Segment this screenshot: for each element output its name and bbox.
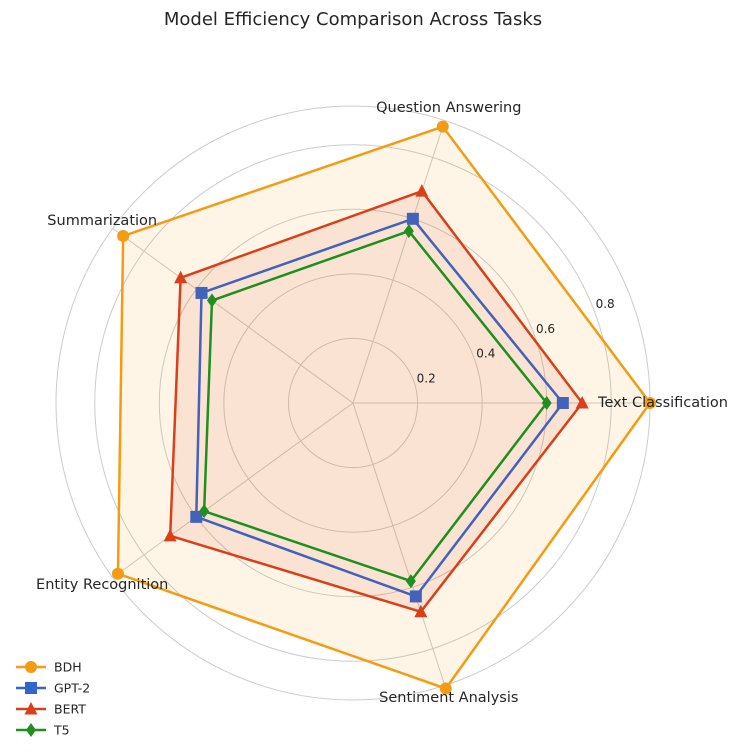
legend-item-t5: T5 [16,723,70,738]
point-bert-sentiment-analysis [414,604,428,618]
series-gpt-2 [190,212,569,603]
point-bert-entity-recognition [163,528,177,542]
point-gpt-2-question-answering [406,212,419,225]
point-bdh-summarization [117,230,130,243]
legend-marker-t5 [26,723,36,737]
axis-label-entity-recognition: Entity Recognition [36,577,168,593]
legend-item-gpt-2: GPT-2 [16,681,90,696]
legend-label-t5: T5 [53,723,70,738]
point-t5-entity-recognition [199,504,210,519]
series-line-gpt-2 [195,217,565,598]
axis-label-text-classification: Text Classification [597,395,728,411]
legend-marker-bert [24,702,38,715]
legend: BDH GPT-2 BERT T5 [16,660,90,738]
rtick-label-4: 0.8 [596,297,615,311]
legend-label-gpt-2: GPT-2 [54,681,90,696]
point-gpt-2-text-classification [556,397,569,409]
spoke-entity-recognition [112,402,354,578]
spoke-sentiment-analysis [352,402,446,686]
point-bert-question-answering [415,184,429,197]
series-line-t5 [202,229,548,583]
point-bert-summarization [174,270,188,284]
legend-item-bdh: BDH [16,660,82,675]
series-layer [111,120,656,695]
point-bdh-text-classification [644,397,656,409]
axis-label-summarization: Summarization [47,213,157,229]
legend-item-bert: BERT [16,702,86,717]
series-line-bert [168,189,584,614]
point-gpt-2-sentiment-analysis [409,590,422,603]
point-t5-sentiment-analysis [405,574,416,589]
radial-tick-labels: 0.2 0.4 0.6 0.8 [417,297,615,385]
spoke-question-answering [352,120,446,404]
series-line-bdh [116,125,652,690]
point-gpt-2-entity-recognition [190,510,203,523]
series-t5 [199,224,552,589]
rtick-label-1: 0.2 [417,371,436,385]
point-t5-summarization [206,293,217,308]
rtick-label-3: 0.6 [536,322,555,336]
series-fill-bdh [117,126,651,689]
point-t5-question-answering [403,224,414,239]
axis-labels: Text Classification Question Answering Sum… [36,100,728,706]
legend-marker-gpt-2 [25,682,37,694]
point-bdh-sentiment-analysis [439,682,452,695]
series-fill-bert [170,191,583,612]
point-bert-text-classification [575,396,589,409]
rtick-label-2: 0.4 [476,347,495,361]
legend-label-bert: BERT [54,702,86,717]
chart-title: Model Efficiency Comparison Across Tasks [164,9,542,30]
legend-label-bdh: BDH [54,660,82,675]
point-bdh-entity-recognition [111,567,124,580]
spoke-summarization [112,228,354,404]
point-t5-text-classification [541,396,552,410]
radar-grid [55,105,651,701]
series-bdh [111,120,656,695]
point-gpt-2-summarization [195,286,208,299]
series-bert [163,184,589,618]
legend-marker-bdh [25,661,37,673]
point-bdh-question-answering [436,120,449,133]
axis-label-question-answering: Question Answering [376,100,521,116]
axis-label-sentiment-analysis: Sentiment Analysis [379,690,518,706]
